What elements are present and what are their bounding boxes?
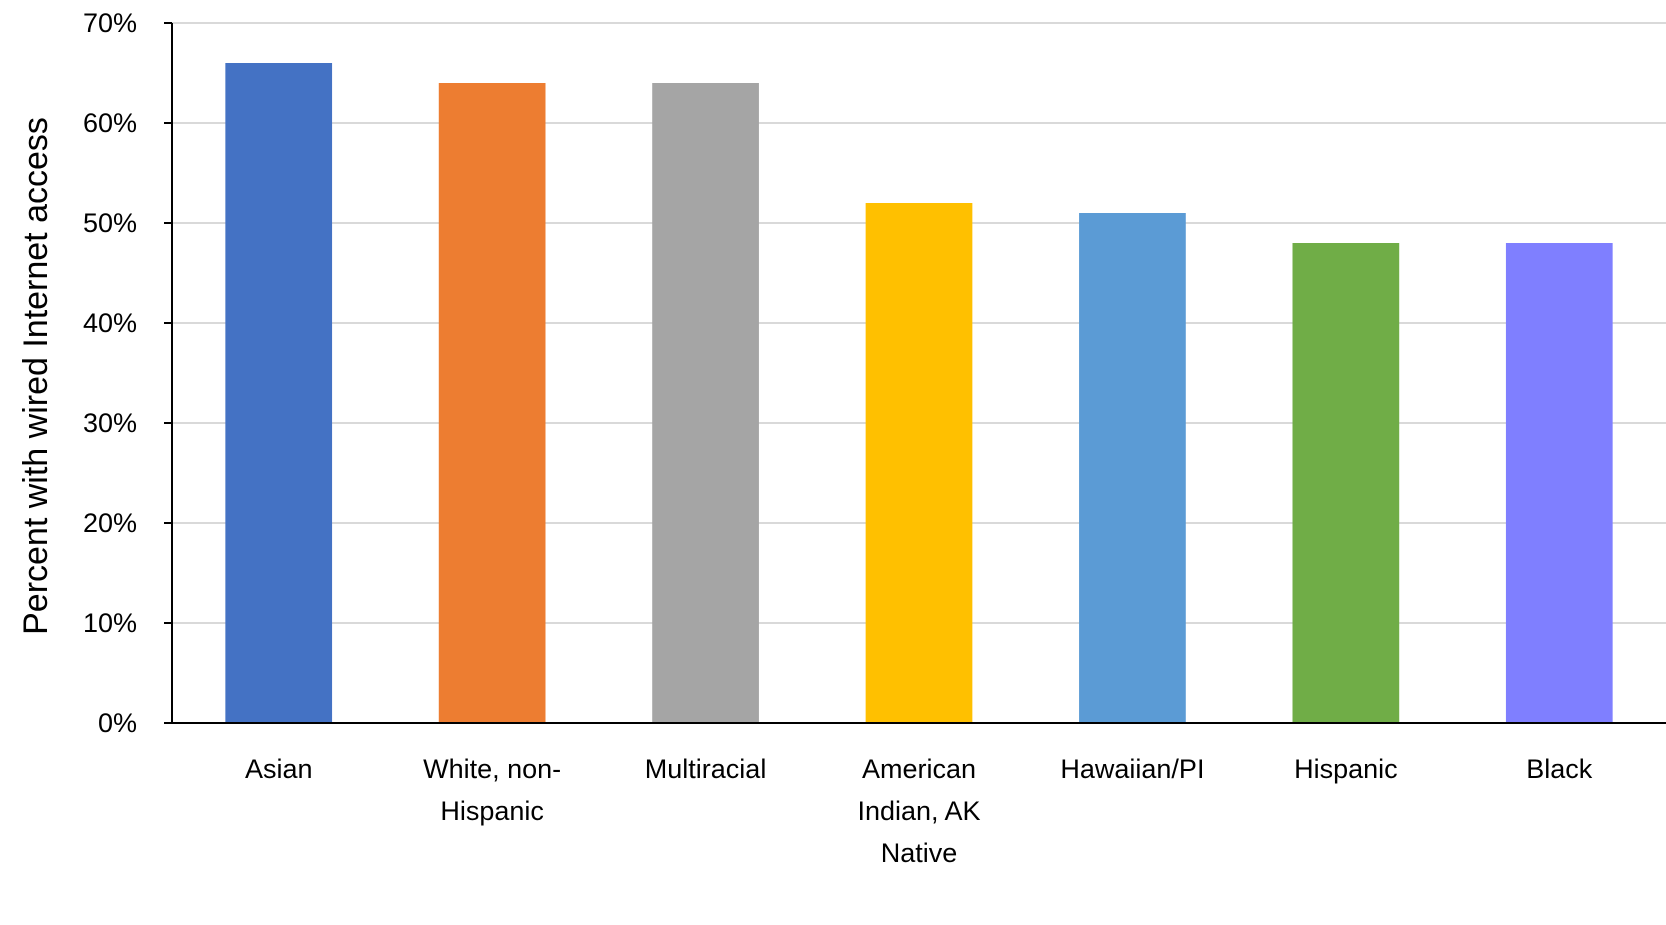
x-category-labels: Asian White, non-Hispanic Multiracial Ameri… [245,754,1593,868]
y-tick-label: 60% [83,108,137,138]
y-tick-label: 20% [83,508,137,538]
y-tick-label: 0% [98,708,137,738]
y-tick-label: 70% [83,8,137,38]
x-category-label: Black [1526,754,1593,784]
y-tick-label: 10% [83,608,137,638]
x-category-label: White, non-Hispanic [423,754,561,826]
y-tick-label: 50% [83,208,137,238]
y-tick-labels: 0% 10% 20% 30% 40% 50% 60% 70% [83,8,137,738]
bar-hawaiian-pi [1079,213,1186,723]
y-tick-label: 30% [83,408,137,438]
bar-white-non-hispanic [438,83,546,723]
x-category-label: Multiracial [645,754,767,784]
bar-hispanic [1292,243,1400,723]
y-tick-label: 40% [83,308,137,338]
y-axis-title: Percent with wired Internet access [17,117,55,635]
bar-american-indian-ak-native [865,203,973,723]
bar-multiracial [652,83,759,723]
bar-black [1505,243,1613,723]
bar-asian [225,63,333,723]
axes [164,22,1666,724]
x-category-label: Hispanic [1294,754,1398,784]
bars [225,63,1613,723]
x-category-label: Hawaiian/PI [1060,754,1204,784]
x-category-label: American Indian, AK Native [857,754,980,868]
x-category-label: Asian [245,754,313,784]
